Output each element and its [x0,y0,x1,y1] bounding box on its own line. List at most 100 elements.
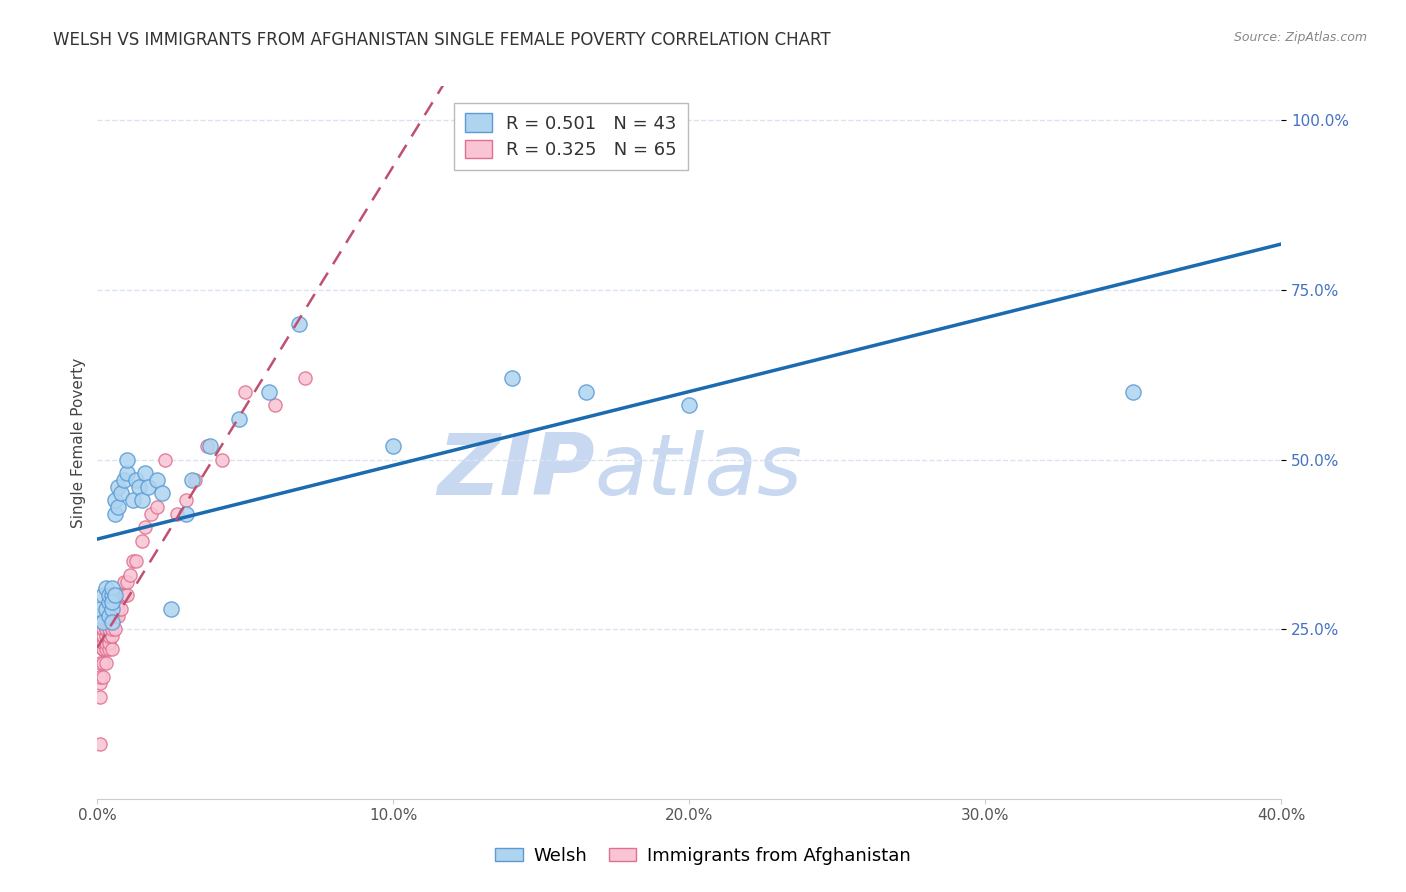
Point [110,588,132,602]
Point [184,473,207,487]
Point [98,615,121,630]
Point [91,622,114,636]
Point [115,466,138,480]
Point [104,493,127,508]
Point [181,473,204,487]
Point [257,384,280,399]
Point [91,670,114,684]
Point [98,608,121,623]
Point [134,466,156,480]
Point [101,615,124,630]
Point [118,567,141,582]
Point [125,473,148,487]
Point [121,554,143,568]
Point [96,636,118,650]
Point [96,622,118,636]
Point [96,642,118,657]
Point [115,588,138,602]
Point [101,601,124,615]
Point [678,398,700,412]
Point [96,629,118,643]
Point [89,690,111,704]
Point [107,588,129,602]
Point [1122,384,1144,399]
Point [294,371,316,385]
Point [174,507,197,521]
Point [112,574,135,589]
Point [101,588,124,602]
Point [104,588,127,602]
Point [101,622,124,636]
Point [91,588,114,602]
Point [501,371,523,385]
Legend: Welsh, Immigrants from Afghanistan: Welsh, Immigrants from Afghanistan [488,840,918,872]
Point [134,520,156,534]
Point [96,601,118,615]
Point [115,574,138,589]
Point [287,317,309,331]
Point [155,452,177,467]
Point [115,452,138,467]
Point [91,656,114,670]
Point [160,601,183,615]
Point [91,615,114,630]
Point [89,676,111,690]
Text: atlas: atlas [595,430,803,513]
Point [228,412,250,426]
Point [104,588,127,602]
Point [104,622,127,636]
Point [233,384,256,399]
Point [89,601,111,615]
Point [382,439,405,453]
Point [575,384,598,399]
Point [145,500,167,514]
Point [98,642,121,657]
Point [101,582,124,596]
Point [91,642,114,657]
Point [96,622,118,636]
Point [112,588,135,602]
Point [101,608,124,623]
Point [125,554,148,568]
Point [96,601,118,615]
Point [166,507,188,521]
Point [98,622,121,636]
Point [98,608,121,623]
Point [195,439,218,453]
Point [198,439,221,453]
Point [128,480,150,494]
Point [104,601,127,615]
Point [101,595,124,609]
Point [89,738,111,752]
Text: WELSH VS IMMIGRANTS FROM AFGHANISTAN SINGLE FEMALE POVERTY CORRELATION CHART: WELSH VS IMMIGRANTS FROM AFGHANISTAN SIN… [53,31,831,49]
Point [96,608,118,623]
Point [107,608,129,623]
Point [98,595,121,609]
Point [131,493,153,508]
Point [104,507,127,521]
Point [91,629,114,643]
Text: Source: ZipAtlas.com: Source: ZipAtlas.com [1233,31,1367,45]
Point [89,656,111,670]
Point [101,629,124,643]
Point [101,615,124,630]
Point [131,533,153,548]
Point [121,493,143,508]
Point [98,629,121,643]
Point [264,398,287,412]
Point [91,636,114,650]
Point [152,486,174,500]
Point [145,473,167,487]
Point [107,601,129,615]
Point [112,473,135,487]
Point [211,452,233,467]
Legend: R = 0.501   N = 43, R = 0.325   N = 65: R = 0.501 N = 43, R = 0.325 N = 65 [454,103,688,170]
Point [107,500,129,514]
Point [101,601,124,615]
Text: ZIP: ZIP [437,430,595,513]
Point [96,656,118,670]
Point [104,608,127,623]
Point [98,588,121,602]
Point [98,636,121,650]
Point [110,601,132,615]
